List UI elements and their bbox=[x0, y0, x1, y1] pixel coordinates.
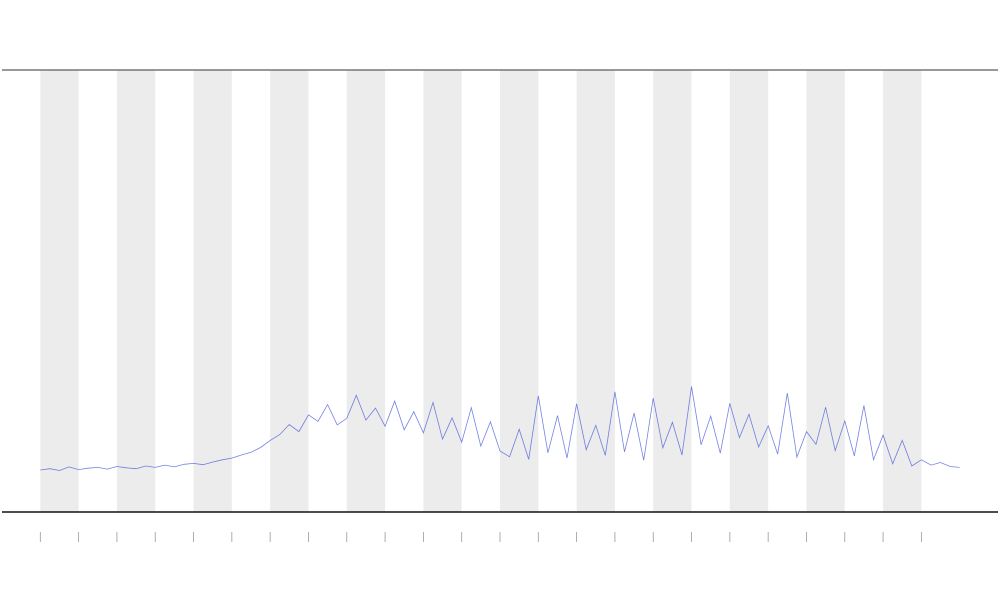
shaded-band bbox=[116, 70, 156, 512]
shaded-band bbox=[729, 70, 769, 512]
shaded-band bbox=[500, 70, 539, 512]
shaded-band bbox=[576, 70, 615, 512]
bands bbox=[40, 70, 922, 512]
shaded-band bbox=[883, 70, 922, 512]
shaded-band bbox=[193, 70, 232, 512]
shaded-band bbox=[270, 70, 309, 512]
shaded-band bbox=[806, 70, 845, 512]
plot-area bbox=[40, 386, 960, 471]
shaded-band bbox=[346, 70, 386, 512]
series-line bbox=[40, 386, 960, 471]
shaded-band bbox=[653, 70, 692, 512]
shaded-band bbox=[40, 70, 79, 512]
shaded-band bbox=[423, 70, 462, 512]
